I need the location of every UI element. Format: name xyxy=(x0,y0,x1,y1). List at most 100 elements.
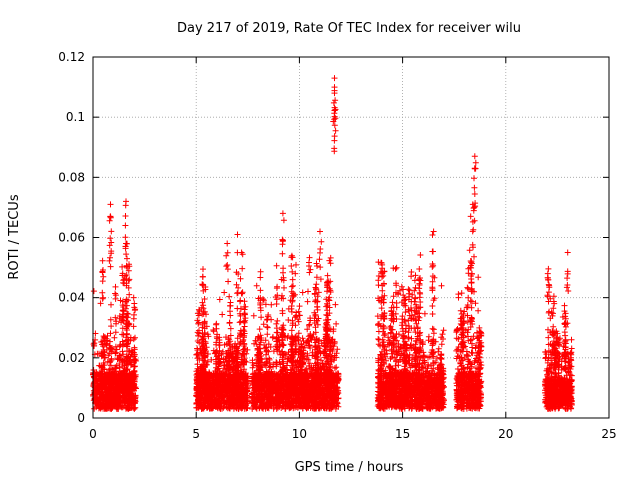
data-point xyxy=(128,391,135,398)
data-point xyxy=(131,363,137,370)
data-point xyxy=(112,290,119,297)
data-point xyxy=(257,268,264,275)
data-point xyxy=(96,402,102,409)
data-point xyxy=(100,362,107,369)
data-point xyxy=(124,402,131,409)
data-point xyxy=(130,323,137,330)
data-point xyxy=(333,320,340,327)
data-point xyxy=(199,281,206,288)
data-point xyxy=(226,319,233,326)
data-point xyxy=(305,288,311,295)
data-point xyxy=(123,405,129,412)
data-point xyxy=(111,397,118,404)
data-point xyxy=(129,397,136,403)
data-point xyxy=(226,293,233,300)
data-point xyxy=(326,257,333,264)
data-point xyxy=(327,254,334,261)
data-point xyxy=(263,317,270,323)
data-point xyxy=(256,326,263,333)
data-point xyxy=(113,387,120,394)
data-point xyxy=(119,348,126,355)
data-point xyxy=(120,331,127,338)
data-point xyxy=(260,321,267,328)
data-point xyxy=(323,303,330,310)
data-point xyxy=(113,372,120,379)
data-point xyxy=(99,257,106,264)
data-point xyxy=(110,398,117,405)
data-point xyxy=(125,337,132,344)
data-point xyxy=(102,405,109,412)
data-points xyxy=(90,75,575,412)
data-point xyxy=(332,301,339,308)
data-point xyxy=(124,314,131,321)
data-point xyxy=(99,289,106,296)
data-point xyxy=(120,307,127,314)
data-point xyxy=(257,274,264,281)
data-point xyxy=(107,346,114,353)
data-point xyxy=(112,329,119,336)
data-point xyxy=(91,342,97,349)
data-point xyxy=(289,276,296,283)
data-point xyxy=(119,313,126,320)
data-point xyxy=(112,283,119,290)
data-point xyxy=(293,261,299,268)
data-point xyxy=(333,364,340,371)
data-point xyxy=(124,318,130,325)
data-point xyxy=(288,327,295,334)
data-point xyxy=(119,359,126,366)
data-point xyxy=(130,294,137,301)
data-point xyxy=(324,272,331,279)
data-point xyxy=(108,366,114,373)
data-point xyxy=(237,298,243,305)
data-point xyxy=(273,262,280,269)
data-point xyxy=(285,317,292,323)
data-point xyxy=(117,390,124,397)
data-point xyxy=(91,391,98,397)
data-point xyxy=(313,281,320,288)
data-point xyxy=(107,338,113,345)
data-point xyxy=(306,259,312,266)
data-point xyxy=(123,372,130,379)
data-point xyxy=(108,391,115,398)
grid xyxy=(93,57,609,418)
data-point xyxy=(295,330,302,337)
data-point xyxy=(108,301,114,308)
data-point xyxy=(131,346,138,353)
data-point xyxy=(97,300,104,307)
data-point xyxy=(253,282,260,289)
data-point xyxy=(438,341,445,348)
data-point xyxy=(299,289,306,296)
data-point xyxy=(131,374,137,381)
data-point xyxy=(125,267,132,274)
data-point xyxy=(296,303,303,310)
data-point xyxy=(131,307,138,314)
data-point xyxy=(111,334,118,341)
data-point xyxy=(290,282,296,289)
data-point xyxy=(304,298,311,305)
data-point xyxy=(132,334,138,341)
data-point xyxy=(125,348,132,354)
data-point xyxy=(119,263,126,270)
data-point xyxy=(100,294,107,301)
data-point xyxy=(274,283,281,290)
data-point xyxy=(115,401,122,408)
data-point xyxy=(125,277,132,284)
data-point xyxy=(240,318,247,325)
data-point xyxy=(130,336,137,343)
data-point xyxy=(210,327,217,333)
data-point xyxy=(131,300,138,307)
data-point xyxy=(306,269,313,276)
data-point xyxy=(288,263,295,269)
data-point xyxy=(124,366,131,373)
data-point xyxy=(327,260,334,267)
data-point xyxy=(103,400,110,407)
data-point xyxy=(307,266,314,273)
data-point xyxy=(288,303,295,309)
data-point xyxy=(132,404,139,411)
data-point xyxy=(227,299,234,306)
data-point xyxy=(130,315,137,322)
data-point xyxy=(112,314,119,321)
data-point xyxy=(107,316,114,323)
data-point xyxy=(131,400,138,407)
data-point xyxy=(106,350,113,357)
